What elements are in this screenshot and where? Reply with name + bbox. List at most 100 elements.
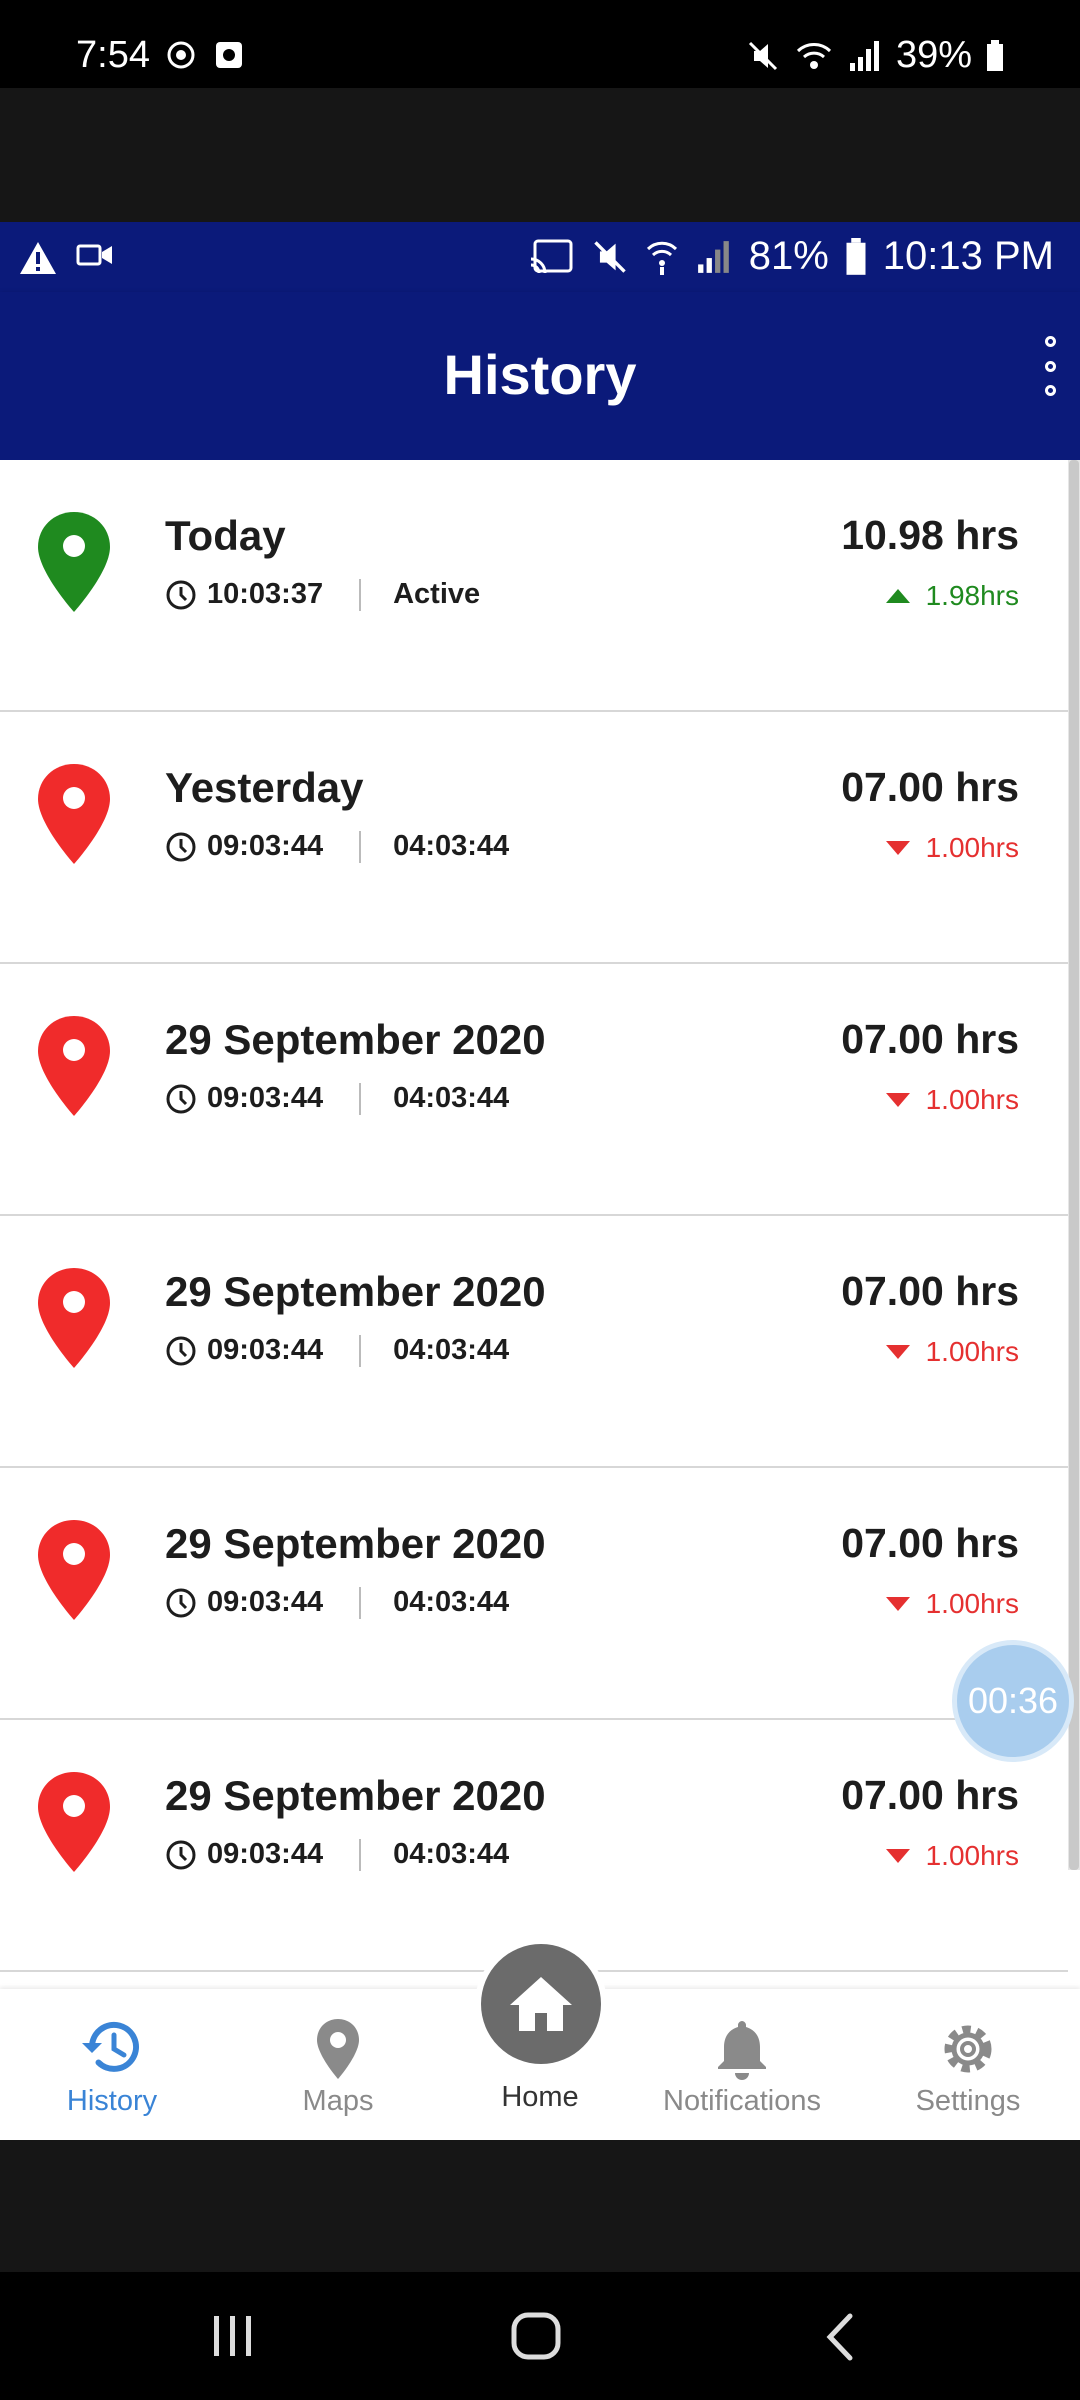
divider (359, 578, 362, 611)
divider (359, 1838, 362, 1871)
clock-icon (166, 832, 196, 861)
history-hours: 10.98 hrs (841, 512, 1019, 558)
history-date: 29 September 2020 (165, 1268, 546, 1315)
history-times: 09:03:44 04:03:44 (165, 1838, 509, 1871)
wifi-icon (796, 42, 831, 69)
wifi-icon (646, 241, 677, 275)
history-date: Today (165, 512, 286, 559)
target-icon (167, 41, 195, 69)
history-date: 29 September 2020 (165, 1772, 546, 1819)
history-list: Today 10:03:37 Active 10.98 hrs 1.98hrs … (0, 460, 1068, 1972)
signal-icon (697, 240, 729, 273)
nav-home-label: Home (501, 2081, 579, 2113)
timer-bubble[interactable]: 00:36 (952, 1640, 1074, 1762)
bottom-letterbox (0, 2140, 1080, 2272)
cast-icon (530, 239, 573, 273)
history-times: 10:03:37 Active (165, 578, 480, 611)
history-row[interactable]: Yesterday 09:03:44 04:03:44 07.00 hrs 1.… (0, 712, 1068, 964)
clock-icon (166, 1084, 196, 1113)
history-delta: 1.98hrs (885, 580, 1019, 612)
history-row[interactable]: 29 September 2020 09:03:44 04:03:44 07.0… (0, 1468, 1068, 1720)
location-pin-icon (38, 1268, 110, 1368)
clock-icon (166, 1588, 196, 1617)
device-battery-text: 39% (895, 34, 972, 76)
nav-history-label: History (66, 2085, 158, 2117)
page-title: History (443, 343, 637, 406)
screen-record-icon (216, 42, 242, 68)
device-status-bar: 7:54 39% (0, 0, 1080, 88)
nav-notifications[interactable]: Notifications (634, 1989, 850, 2140)
nav-settings-label: Settings (915, 2085, 1021, 2117)
history-end-time: Active (393, 578, 481, 610)
location-pin-icon (38, 512, 110, 612)
back-icon[interactable] (814, 2312, 870, 2362)
history-end-time: 04:03:44 (393, 1334, 510, 1366)
history-delta: 1.00hrs (885, 1840, 1019, 1872)
divider (359, 830, 362, 863)
clock-icon (166, 580, 196, 609)
nav-settings[interactable]: Settings (860, 1989, 1076, 2140)
arrow-down-icon (885, 841, 910, 855)
history-start-time: 09:03:44 (207, 830, 324, 862)
gear-icon (944, 2025, 992, 2073)
battery-icon (987, 39, 1003, 71)
home-system-icon[interactable] (508, 2312, 564, 2362)
app-window: 81% 10:13 PM History Today 10:03:37 Acti… (0, 222, 1080, 2140)
divider (359, 1334, 362, 1367)
overflow-menu-icon[interactable] (1038, 336, 1062, 396)
history-hours: 07.00 hrs (841, 1772, 1019, 1818)
nav-notifications-label: Notifications (663, 2085, 821, 2117)
history-row[interactable]: 29 September 2020 09:03:44 04:03:44 07.0… (0, 1216, 1068, 1468)
history-row[interactable]: 29 September 2020 09:03:44 04:03:44 07.0… (0, 1720, 1068, 1972)
nav-home-button[interactable] (481, 1944, 601, 2064)
history-delta-value: 1.00hrs (925, 1840, 1019, 1871)
history-delta-value: 1.00hrs (925, 1588, 1019, 1619)
nav-maps-label: Maps (302, 2085, 374, 2117)
history-delta: 1.00hrs (885, 1084, 1019, 1116)
history-start-time: 09:03:44 (207, 1334, 324, 1366)
arrow-down-icon (885, 1849, 910, 1863)
history-delta: 1.00hrs (885, 832, 1019, 864)
history-row[interactable]: 29 September 2020 09:03:44 04:03:44 07.0… (0, 964, 1068, 1216)
scrollbar[interactable] (1068, 460, 1080, 1870)
history-hours: 07.00 hrs (841, 1520, 1019, 1566)
system-navigation-bar (0, 2272, 1080, 2400)
history-times: 09:03:44 04:03:44 (165, 1082, 509, 1115)
history-row[interactable]: Today 10:03:37 Active 10.98 hrs 1.98hrs (0, 460, 1068, 712)
app-time-text: 10:13 PM (882, 234, 1054, 278)
history-date: 29 September 2020 (165, 1016, 546, 1063)
history-delta-value: 1.00hrs (925, 1336, 1019, 1367)
nav-maps[interactable]: Maps (230, 1989, 446, 2140)
history-delta-value: 1.00hrs (925, 832, 1019, 863)
map-pin-icon (317, 2019, 359, 2079)
arrow-down-icon (885, 1597, 910, 1611)
signal-icon (849, 40, 879, 71)
location-pin-icon (38, 764, 110, 864)
history-start-time: 09:03:44 (207, 1838, 324, 1870)
history-hours: 07.00 hrs (841, 764, 1019, 810)
history-start-time: 09:03:44 (207, 1586, 324, 1618)
history-icon (82, 2021, 139, 2072)
divider (359, 1082, 362, 1115)
history-delta: 1.00hrs (885, 1336, 1019, 1368)
scrollbar-thumb[interactable] (1069, 460, 1079, 1870)
home-icon (510, 1977, 572, 2031)
battery-icon (846, 237, 866, 275)
bell-icon (718, 2021, 766, 2080)
nav-history[interactable]: History (4, 1989, 220, 2140)
location-pin-icon (38, 1520, 110, 1620)
arrow-down-icon (885, 1345, 910, 1359)
history-delta: 1.00hrs (885, 1588, 1019, 1620)
device-time: 7:54 (76, 34, 150, 76)
app-battery-text: 81% (748, 234, 829, 278)
video-camera-icon (76, 244, 112, 266)
mute-icon (748, 41, 777, 70)
arrow-up-icon (885, 589, 910, 603)
history-end-time: 04:03:44 (393, 1838, 510, 1870)
history-end-time: 04:03:44 (393, 1082, 510, 1114)
history-delta-value: 1.98hrs (925, 580, 1019, 611)
history-hours: 07.00 hrs (841, 1016, 1019, 1062)
recent-apps-icon[interactable] (206, 2312, 262, 2362)
history-start-time: 10:03:37 (207, 578, 324, 610)
location-pin-icon (38, 1772, 110, 1872)
